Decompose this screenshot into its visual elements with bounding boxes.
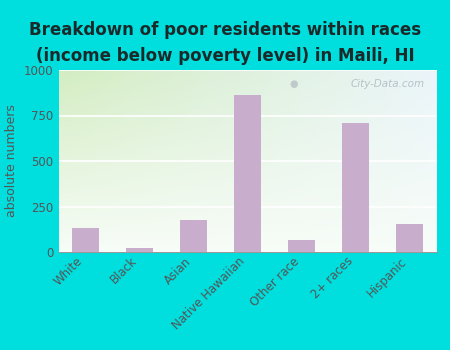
Text: City-Data.com: City-Data.com [351, 79, 425, 89]
Bar [288, 240, 315, 252]
Bar [72, 228, 99, 252]
Bar [180, 220, 207, 252]
Y-axis label: absolute numbers: absolute numbers [5, 105, 18, 217]
Text: ●: ● [289, 79, 297, 89]
Text: Breakdown of poor residents within races: Breakdown of poor residents within races [29, 21, 421, 39]
Bar [234, 96, 261, 252]
Bar [126, 248, 153, 252]
Text: (income below poverty level) in Maili, HI: (income below poverty level) in Maili, H… [36, 47, 414, 65]
Bar [342, 123, 369, 252]
Bar [396, 224, 423, 252]
